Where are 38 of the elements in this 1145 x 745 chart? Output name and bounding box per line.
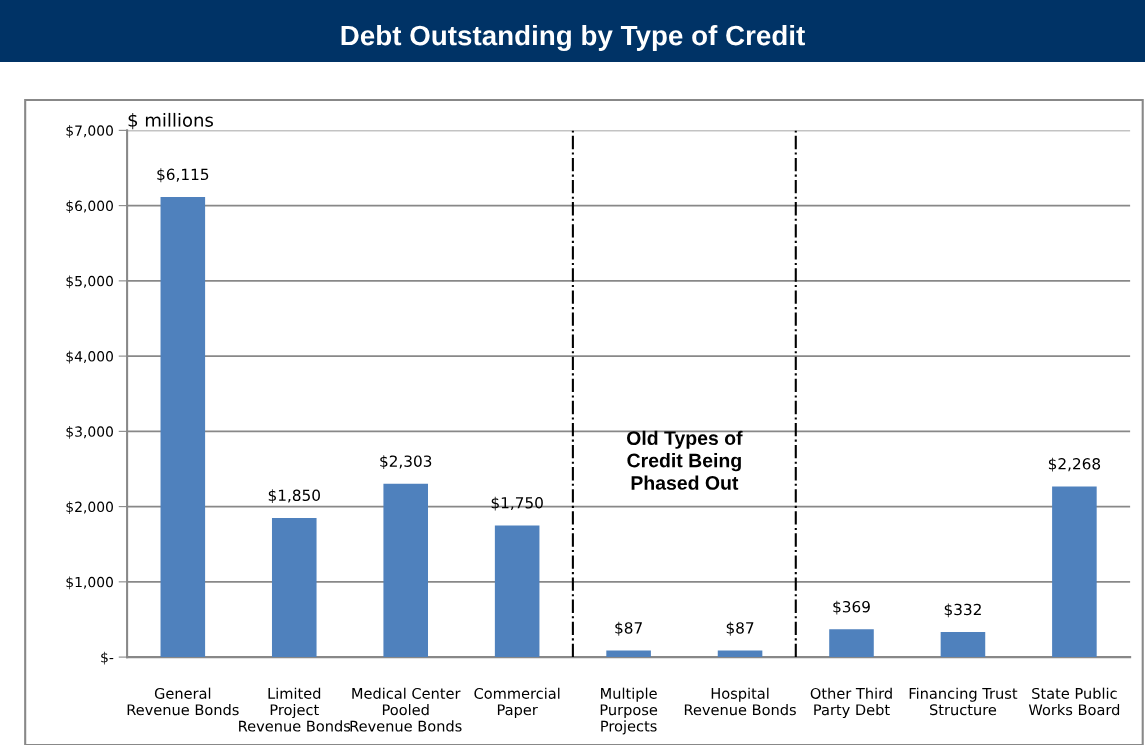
data-label: $2,303 — [380, 455, 432, 469]
data-label: $332 — [944, 603, 981, 618]
x-tick-label: Other Third Party Debt — [810, 687, 892, 719]
y-tick-label: $5,000 — [66, 275, 113, 289]
data-label: $2,268 — [1048, 457, 1101, 472]
bar — [494, 525, 540, 658]
data-label: $1,750 — [491, 496, 543, 511]
chart-title: Debt Outstanding by Type of Credit — [341, 24, 805, 52]
y-tick-label: $4,000 — [66, 350, 113, 364]
data-label: $1,850 — [268, 489, 320, 504]
y-tick-label: $3,000 — [66, 426, 113, 439]
bar — [829, 629, 874, 658]
bar — [160, 196, 206, 658]
y-tick-label: $- — [101, 651, 114, 665]
x-tick-label: Hospital Revenue Bonds — [684, 687, 796, 716]
bar — [271, 517, 317, 658]
x-tick-label: Medical Center Pooled Revenue Bonds — [350, 687, 462, 732]
bar — [940, 632, 986, 658]
data-label: $369 — [833, 600, 870, 615]
bar — [383, 483, 428, 658]
y-axis-title: $ millions — [128, 112, 213, 130]
x-tick-label: Limited Project Revenue Bonds — [239, 687, 351, 732]
x-tick-label: General Revenue Bonds — [127, 687, 239, 716]
data-label: $87 — [726, 621, 754, 636]
x-tick-label: Multiple Purpose Projects — [600, 687, 658, 735]
y-tick-label: $7,000 — [66, 125, 113, 138]
y-tick-label: $2,000 — [66, 501, 113, 514]
bar — [717, 650, 763, 658]
data-label: $6,115 — [157, 168, 209, 183]
annotation: Old Types of Credit Being Phased Out — [627, 430, 743, 490]
y-tick-label: $1,000 — [66, 576, 113, 590]
bar — [1052, 486, 1097, 658]
data-label: $87 — [615, 621, 642, 636]
y-tick-label: $6,000 — [66, 200, 113, 213]
x-tick-label: Financing Trust Structure — [909, 687, 1018, 716]
bar — [606, 650, 651, 658]
x-tick-label: State Public Works Board — [1028, 687, 1120, 716]
x-tick-label: Commercial Paper — [474, 687, 560, 719]
